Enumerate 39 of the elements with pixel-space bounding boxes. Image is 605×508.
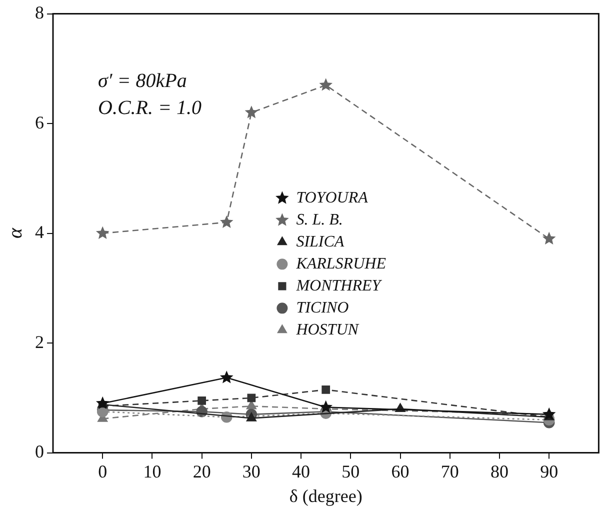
annotation: σ′ = 80kPa	[98, 70, 187, 92]
x-tick-label: 40	[292, 461, 310, 482]
legend-label: HOSTUN	[295, 321, 360, 338]
x-tick-label: 60	[391, 461, 410, 482]
legend-label: TOYOURA	[296, 189, 368, 206]
legend-label: SILICA	[296, 233, 344, 250]
y-tick-label: 2	[35, 332, 44, 352]
annotation: O.C.R. = 1.0	[98, 97, 202, 120]
x-tick-label: 70	[440, 461, 459, 482]
point	[198, 396, 206, 405]
legend-label: MONTHREY	[295, 277, 383, 294]
legend-label: TICINO	[296, 299, 350, 316]
point	[246, 412, 256, 422]
x-tick-label: 50	[342, 461, 360, 482]
point	[542, 407, 556, 420]
y-tick-label: 8	[35, 2, 44, 23]
x-tick-label: 30	[242, 461, 260, 482]
point	[322, 386, 330, 394]
point	[542, 232, 556, 244]
x-tick-label: 90	[540, 461, 558, 482]
point	[220, 370, 234, 384]
point	[220, 215, 234, 228]
x-tick-label: 20	[192, 461, 211, 482]
point	[319, 78, 333, 91]
point	[319, 400, 333, 413]
legend-label: S. L. B.	[296, 211, 343, 228]
point	[246, 400, 256, 410]
y-tick-label: 0	[35, 442, 44, 462]
point	[96, 226, 110, 239]
legend-label: KARLSRUHE	[295, 255, 386, 272]
point	[244, 106, 258, 118]
x-tick-label: 80	[490, 461, 508, 482]
y-tick-label: 4	[35, 222, 44, 242]
point	[247, 394, 256, 402]
y-tick-label: 6	[35, 112, 44, 132]
x-tick-label: 10	[143, 461, 162, 482]
y-axis-title: α	[4, 228, 26, 239]
x-tick-label: 0	[98, 461, 108, 482]
x-axis-title: δ (degree)	[289, 486, 362, 506]
